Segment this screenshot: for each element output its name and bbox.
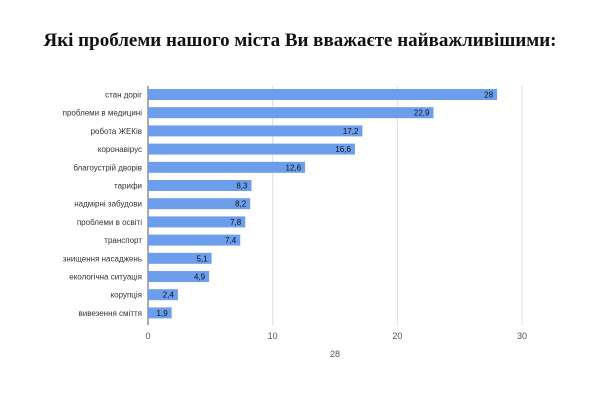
- x-tick-label-10: 10: [268, 331, 278, 341]
- category-label-3: робота ЖЕКів: [91, 127, 142, 136]
- category-label-6: тарифи: [114, 182, 142, 191]
- bar-3: [148, 125, 363, 137]
- value-label-8: 7,8: [230, 218, 242, 227]
- bar-13: [148, 307, 172, 319]
- bars: [148, 89, 498, 319]
- category-labels: стан доріг проблеми в медицині робота ЖЕКі…: [63, 91, 143, 318]
- category-label-5: благоустрій дворів: [73, 163, 142, 172]
- x-tick-label-20: 20: [392, 331, 402, 341]
- chart-title: Які проблеми нашого міста Ви вважаєте на…: [43, 30, 557, 51]
- bar-11: [148, 271, 210, 282]
- category-label-2: проблеми в медицині: [63, 109, 143, 118]
- value-label-11: 4,9: [194, 273, 206, 282]
- value-label-10: 5,1: [196, 254, 208, 263]
- category-label-4: коронавірус: [98, 145, 142, 154]
- value-label-5: 12,6: [286, 163, 302, 172]
- bar-4: [148, 143, 355, 155]
- category-label-11: екологічна ситуація: [69, 273, 142, 282]
- bar-1: [148, 89, 498, 100]
- x-axis-label: 28: [330, 349, 340, 359]
- value-label-9: 7,4: [225, 236, 237, 245]
- x-tick-label-30: 30: [517, 331, 527, 341]
- category-label-7: надмірні забудови: [74, 200, 142, 209]
- value-label-13: 1,9: [157, 309, 169, 318]
- value-label-7: 8,2: [235, 200, 247, 209]
- bar-7: [148, 198, 251, 210]
- category-label-1: стан доріг: [105, 91, 142, 100]
- category-label-13: вивезення сміття: [78, 309, 142, 318]
- bar-10: [148, 252, 212, 264]
- bar-2: [148, 107, 434, 119]
- category-label-12: корупція: [111, 291, 142, 300]
- value-label-3: 17,2: [343, 127, 359, 136]
- category-label-10: знищення насаджень: [63, 254, 142, 263]
- bar-9: [148, 234, 241, 246]
- value-label-2: 22,9: [414, 109, 430, 118]
- value-labels: 28 22,9 17,2 16,6 12,6 8,3 8,2 7,8 7,4 5,1 4,9 2,4 1…: [157, 91, 494, 318]
- bar-12: [148, 289, 178, 301]
- bar-6: [148, 180, 252, 191]
- value-label-6: 8,3: [236, 182, 248, 191]
- value-label-1: 28: [484, 91, 493, 100]
- value-label-4: 16,6: [335, 145, 351, 154]
- bar-5: [148, 161, 306, 173]
- category-label-8: проблеми в освіті: [77, 218, 142, 227]
- x-tick-label-0: 0: [145, 331, 150, 341]
- value-label-12: 2,4: [163, 291, 175, 300]
- bar-8: [148, 216, 246, 228]
- x-axis-ticks: 0 10 20 30: [145, 331, 527, 341]
- category-label-9: транспорт: [104, 236, 142, 245]
